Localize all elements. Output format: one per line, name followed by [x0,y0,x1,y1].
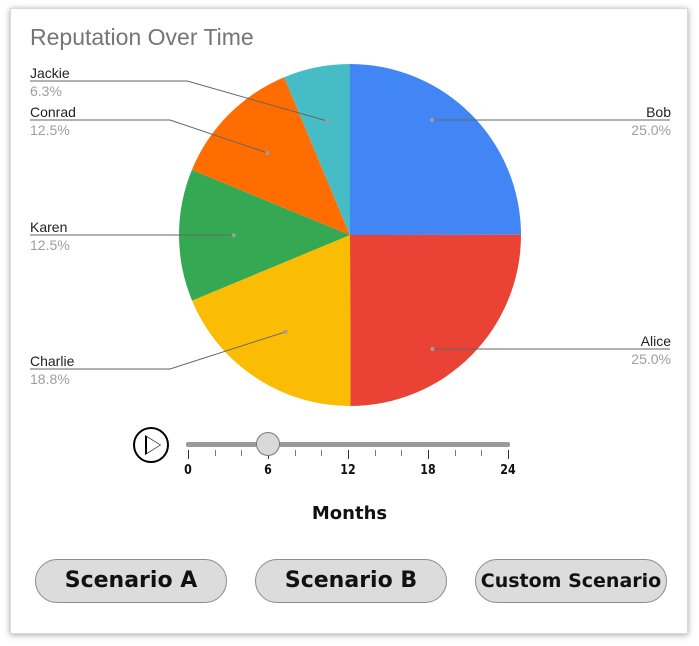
slider-tick-label: 0 [184,463,192,478]
slice-percent: 12.5% [30,122,70,138]
leader-dot-jackie [325,119,330,123]
slider-tick [508,450,509,459]
leader-dot-karen [231,233,236,238]
slider-tick [214,450,216,456]
pie-slice-alice[interactable] [350,234,522,406]
slider-tick [401,450,403,456]
slider-tick [374,450,376,456]
months-slider-track[interactable] [186,442,510,447]
pie-slice-charlie[interactable] [192,235,351,407]
pie-slice-karen[interactable] [178,169,350,301]
slice-percent: 18.8% [30,371,70,387]
pie-slice-bob[interactable] [350,64,521,235]
slice-name: Bob [646,104,671,120]
slice-name: Alice [640,333,671,349]
slice-percent: 25.0% [631,351,671,367]
leader-line-jackie [30,80,328,122]
scenario-a-button[interactable]: Scenario A [35,559,227,603]
chart-title: Reputation Over Time [30,24,254,50]
slice-percent: 12.5% [30,237,70,253]
slider-tick-label: 18 [420,463,436,478]
slider-tick-label: 6 [264,463,272,478]
leader-dot-charlie [283,329,288,334]
slider-tick [348,450,349,459]
leader-dot-bob [430,118,435,122]
slice-name: Jackie [30,65,70,81]
slider-tick [428,450,429,459]
leader-line-charlie [30,331,286,370]
slider-tick [294,450,296,456]
slice-label-conrad: Conrad 12.5% [30,103,76,139]
slice-percent: 25.0% [631,122,671,138]
slice-percent: 6.3% [30,83,62,99]
slider-tick-label: 24 [500,463,516,478]
slider-tick [321,450,323,456]
slider-tick [481,450,483,456]
slice-label-bob: Bob 25.0% [631,103,671,139]
slider-tick-label: 12 [340,463,356,478]
slice-label-alice: Alice 25.0% [631,332,671,368]
slider-tick [454,450,456,456]
pie-slice-conrad[interactable] [191,77,350,235]
slider-tick [188,450,189,459]
months-axis-label: Months [311,503,388,524]
slice-name: Karen [30,219,68,235]
leader-line-conrad [30,119,268,154]
months-slider-thumb[interactable] [256,432,280,456]
leader-dot-alice [430,347,435,351]
scenario-b-button[interactable]: Scenario B [255,559,447,603]
play-button[interactable] [133,427,169,463]
slice-label-karen: Karen 12.5% [30,218,70,254]
slice-label-jackie: Jackie 6.3% [30,64,70,100]
pie-slice-jackie[interactable] [284,64,350,235]
slice-name: Conrad [30,104,76,120]
slice-name: Charlie [30,353,75,369]
custom-scenario-button[interactable]: Custom Scenario [475,559,667,603]
leader-dot-conrad [265,151,270,155]
slider-tick [241,450,243,456]
slice-label-charlie: Charlie 18.8% [30,352,74,388]
